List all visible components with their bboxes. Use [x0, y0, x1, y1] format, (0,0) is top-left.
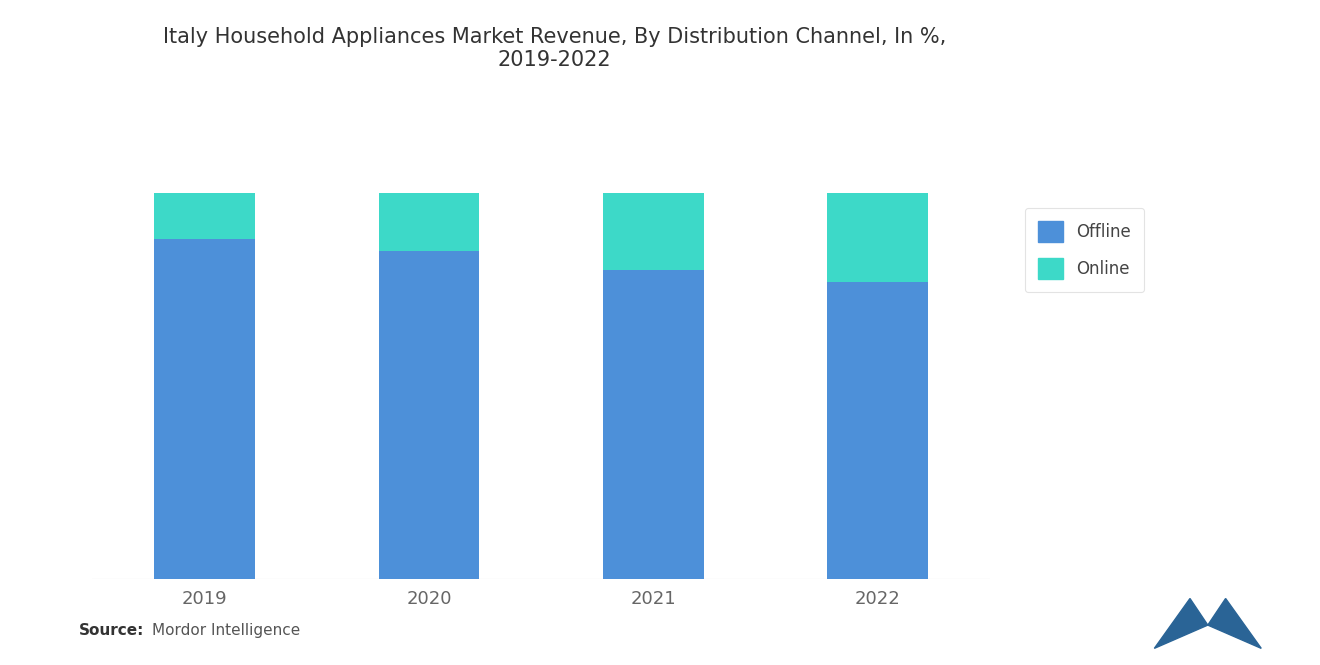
Polygon shape	[1208, 598, 1262, 648]
Legend: Offline, Online: Offline, Online	[1024, 208, 1144, 292]
Bar	[828, 193, 928, 281]
Bar	[154, 239, 255, 579]
Text: Mordor Intelligence: Mordor Intelligence	[152, 623, 300, 638]
Bar	[379, 251, 479, 579]
Bar	[603, 270, 704, 579]
Bar	[828, 281, 928, 579]
Text: Italy Household Appliances Market Revenue, By Distribution Channel, In %,
2019-2: Italy Household Appliances Market Revenu…	[162, 27, 946, 70]
Text: Source:: Source:	[79, 623, 145, 638]
Bar	[603, 193, 704, 270]
Polygon shape	[1154, 598, 1208, 648]
Bar	[379, 193, 479, 251]
Bar	[154, 193, 255, 239]
